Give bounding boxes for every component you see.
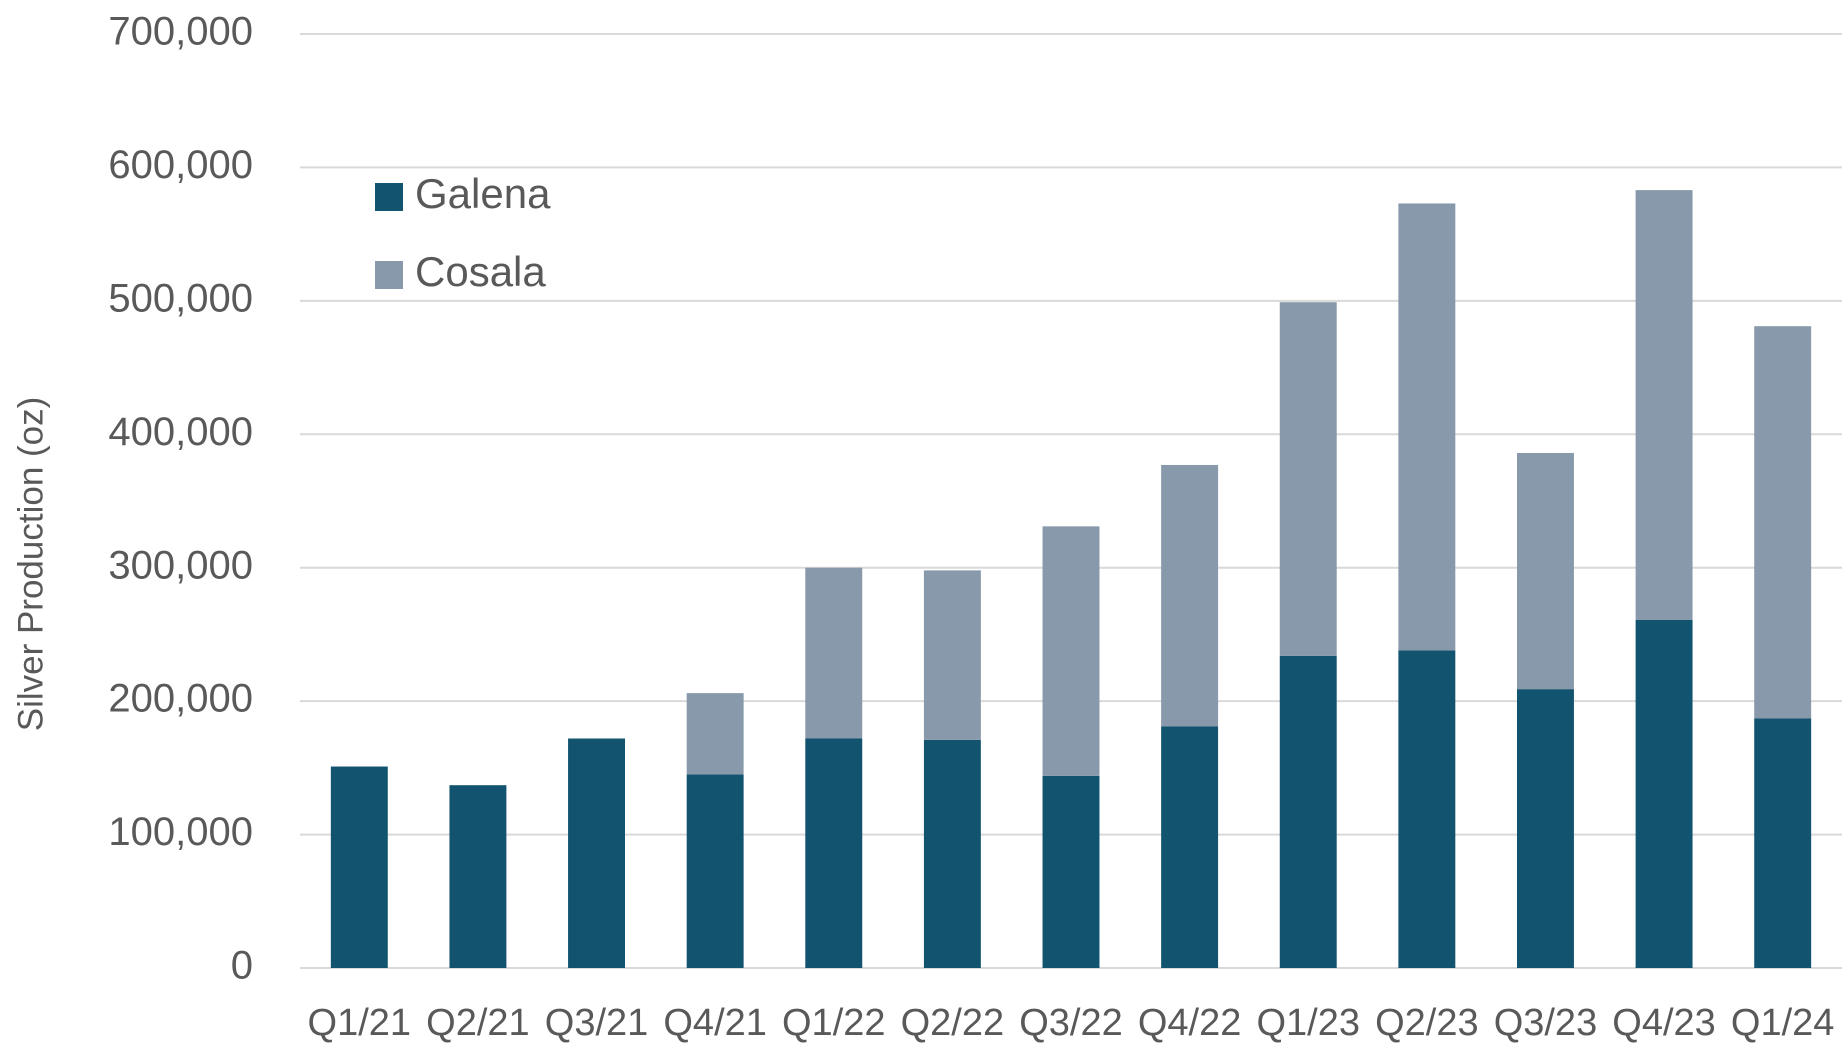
- bar-segment: [1042, 775, 1100, 968]
- bar-segment: [1516, 452, 1574, 690]
- bar-segment: [1279, 655, 1337, 968]
- x-tick-label: Q2/21: [426, 1002, 530, 1044]
- bar-segment: [1635, 190, 1693, 620]
- y-tick-label: 100,000: [108, 810, 253, 854]
- y-tick-label: 700,000: [108, 10, 253, 54]
- bar-segment: [568, 738, 626, 968]
- bar-segment: [805, 567, 863, 739]
- x-tick-label: Q1/23: [1256, 1002, 1360, 1044]
- bar-segment: [923, 739, 981, 968]
- x-tick-label: Q1/21: [308, 1002, 412, 1044]
- y-tick-label: 200,000: [108, 677, 253, 721]
- bar-segment: [1754, 718, 1812, 968]
- x-tick-label: Q3/22: [1019, 1002, 1123, 1044]
- bar-segment: [805, 738, 863, 968]
- y-tick-label: 300,000: [108, 543, 253, 587]
- bar-segment: [686, 774, 744, 968]
- bar-segment: [1042, 526, 1100, 776]
- bar-segment: [449, 785, 507, 968]
- bar-segment: [1516, 689, 1574, 968]
- x-tick-label: Q1/22: [782, 1002, 886, 1044]
- legend-label: Galena: [415, 170, 551, 217]
- bar-segment: [1398, 650, 1456, 968]
- legend-swatch: [375, 183, 403, 211]
- legend-swatch: [375, 261, 403, 289]
- bar-segment: [923, 570, 981, 740]
- bar-segment: [1398, 203, 1456, 651]
- x-tick-label: Q4/22: [1138, 1002, 1242, 1044]
- bar-segment: [1754, 326, 1812, 719]
- x-tick-label: Q1/24: [1731, 1002, 1835, 1044]
- bar-segment: [1161, 726, 1219, 968]
- x-tick-label: Q3/23: [1494, 1002, 1598, 1044]
- x-tick-label: Q4/21: [663, 1002, 767, 1044]
- x-tick-label: Q2/23: [1375, 1002, 1479, 1044]
- bar-segment: [1635, 619, 1693, 968]
- y-axis-title: Silver Production (oz): [11, 397, 50, 732]
- y-tick-label: 0: [231, 944, 253, 988]
- y-tick-label: 600,000: [108, 143, 253, 187]
- y-tick-label: 400,000: [108, 410, 253, 454]
- y-tick-label: 500,000: [108, 276, 253, 320]
- bar-segment: [1279, 302, 1337, 656]
- bar-segment: [686, 693, 744, 775]
- x-tick-label: Q4/23: [1612, 1002, 1716, 1044]
- x-tick-label: Q3/21: [545, 1002, 649, 1044]
- legend-label: Cosala: [415, 248, 546, 295]
- bar-segment: [330, 766, 388, 968]
- x-tick-label: Q2/22: [901, 1002, 1005, 1044]
- bar-segment: [1161, 464, 1219, 727]
